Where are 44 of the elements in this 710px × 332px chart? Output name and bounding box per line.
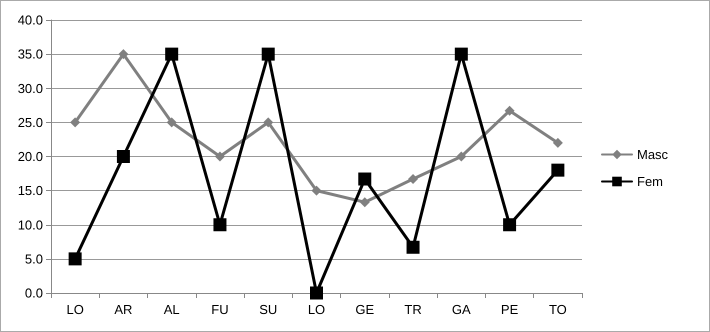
point bbox=[408, 174, 418, 184]
y-tick-label: 15.0 bbox=[18, 183, 43, 198]
point bbox=[454, 48, 468, 61]
y-tick-label: 5.0 bbox=[24, 251, 43, 266]
point bbox=[262, 48, 275, 61]
point bbox=[503, 218, 516, 232]
point bbox=[456, 152, 466, 162]
point bbox=[360, 197, 370, 208]
x-tick-label: GA bbox=[452, 302, 472, 317]
x-tick-label: AL bbox=[164, 302, 180, 317]
y-tick-label: 20.0 bbox=[18, 149, 43, 164]
point bbox=[551, 164, 564, 177]
x-tick-label: FU bbox=[211, 302, 229, 317]
y-tick-label: 30.0 bbox=[18, 80, 43, 96]
point bbox=[312, 186, 322, 196]
x-tick-label: PE bbox=[500, 302, 519, 317]
legend-label: Masc bbox=[637, 147, 669, 162]
point bbox=[118, 49, 128, 60]
point bbox=[263, 117, 274, 128]
x-tick-label: TR bbox=[404, 302, 422, 317]
point bbox=[70, 117, 80, 128]
x-tick-label: AR bbox=[114, 302, 132, 317]
legend-label: Fem bbox=[637, 174, 663, 189]
point bbox=[358, 172, 372, 186]
x-tick-label: GE bbox=[355, 302, 374, 317]
y-tick-label: 35.0 bbox=[18, 46, 43, 62]
point bbox=[310, 286, 323, 300]
y-tick-label: 10.0 bbox=[18, 217, 43, 232]
point bbox=[504, 106, 515, 116]
point bbox=[552, 138, 563, 148]
point bbox=[165, 48, 178, 61]
x-tick-label: TO bbox=[548, 302, 567, 317]
y-tick-label: 25.0 bbox=[18, 114, 43, 130]
point bbox=[406, 240, 420, 254]
x-tick-label: LO bbox=[308, 302, 326, 317]
y-tick-label: 0.0 bbox=[24, 286, 43, 300]
point bbox=[116, 150, 130, 163]
x-tick-label: SU bbox=[259, 302, 278, 317]
point bbox=[68, 252, 82, 266]
point bbox=[166, 117, 177, 128]
y-tick-label: 40.0 bbox=[18, 12, 43, 28]
point bbox=[213, 218, 226, 232]
x-tick-label: LO bbox=[66, 302, 84, 317]
point bbox=[214, 152, 225, 162]
